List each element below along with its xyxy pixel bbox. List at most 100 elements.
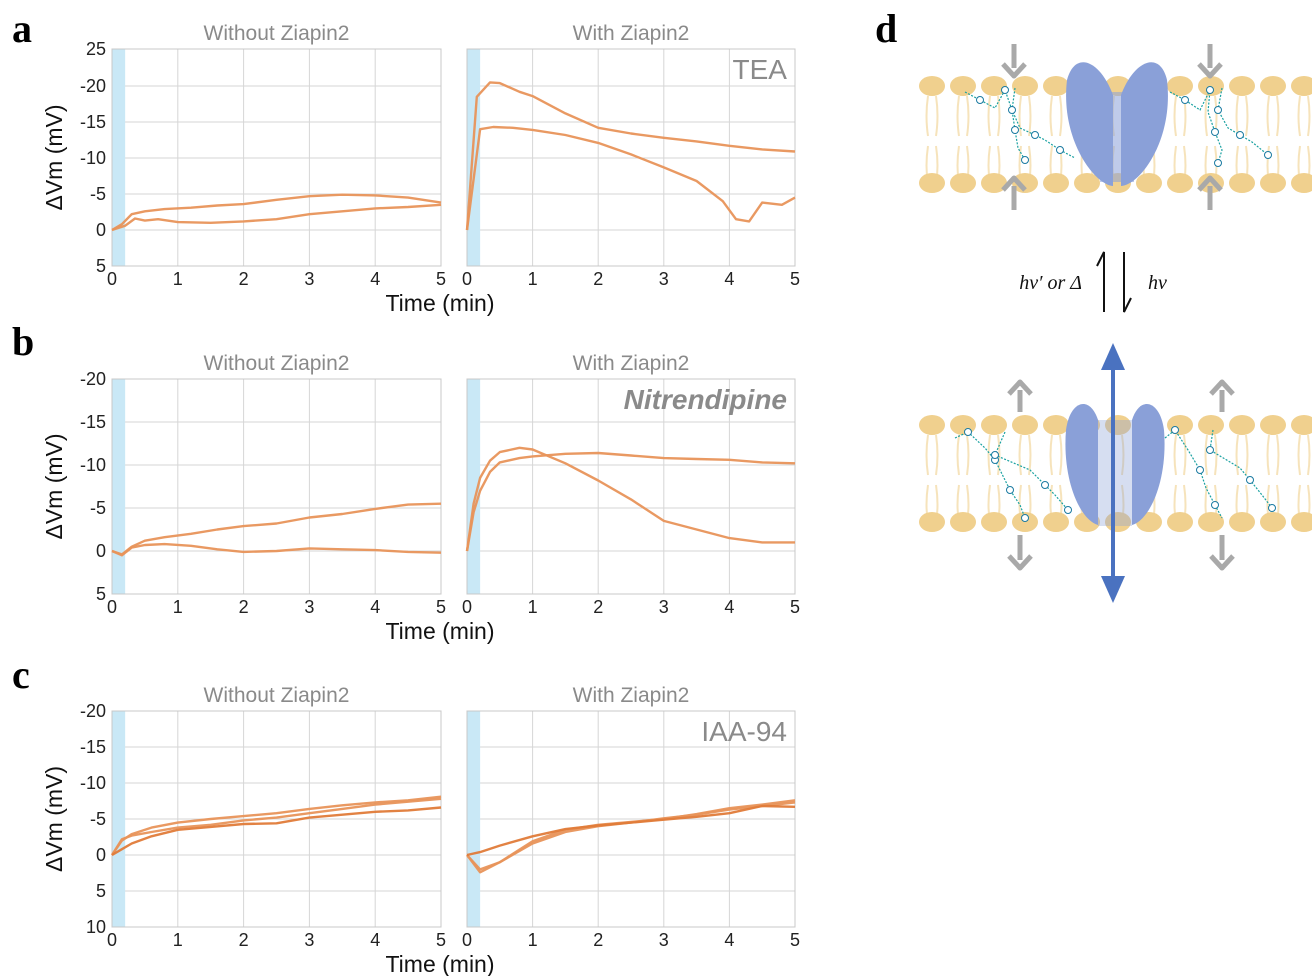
lipid-head-icon (919, 512, 945, 532)
compress-arrow-icon-head (1001, 62, 1027, 79)
panel-letter-d: d (875, 6, 897, 51)
lipid-head-icon (1229, 415, 1255, 435)
x-tick-label: 4 (370, 269, 380, 289)
channel-right-half-open (1132, 403, 1165, 525)
lipid-tail (925, 434, 939, 476)
y-axis-title: ΔVm (mV) (41, 766, 67, 872)
ziapin-chain (964, 88, 1026, 161)
chart-panel-b-with: With Ziapin2 Nitrendipine 0 1 2 3 4 5 (462, 352, 800, 617)
x-tick-label: 0 (107, 269, 117, 289)
lipid-head-icon (1291, 512, 1312, 532)
series-line (111, 203, 442, 232)
lipid-head-icon (1229, 76, 1255, 96)
y-tick-label: -15 (80, 112, 106, 132)
series-line (111, 806, 442, 857)
lipid-head-icon (1198, 415, 1224, 435)
lipid-head-icon (1291, 76, 1312, 96)
chart-subtitle: Without Ziapin2 (204, 684, 350, 707)
lipid-head-icon (1136, 173, 1162, 193)
ziapin-chain (1217, 87, 1269, 156)
x-tick-label: 0 (107, 930, 117, 950)
ziapin-ring (1008, 106, 1016, 114)
y-tick-label: -20 (80, 701, 106, 721)
x-tick-label: 3 (304, 597, 314, 617)
x-tick-label: 2 (593, 930, 603, 950)
stimulus-band (112, 711, 126, 927)
ziapin-ring (1001, 86, 1009, 94)
plot-frame (111, 48, 442, 267)
channel-core (1100, 92, 1134, 182)
compress-arrow-icon-head (1001, 175, 1027, 192)
ziapin-chain (1209, 429, 1273, 509)
ziapin-ring (1246, 476, 1254, 484)
x-tick-label: 4 (724, 597, 734, 617)
ziapin-ring (1041, 481, 1049, 489)
x-tick-label: 2 (239, 597, 249, 617)
lipid-head-icon (919, 173, 945, 193)
membrane-closed-icon (919, 76, 1312, 193)
lipid-head-icon (1260, 415, 1286, 435)
series-line (466, 804, 796, 857)
lipid-head-icon (981, 512, 1007, 532)
x-tick-label: 1 (173, 930, 183, 950)
x-tick-label: 5 (790, 269, 800, 289)
lipid-head-icon (950, 512, 976, 532)
lipid-tail (956, 95, 970, 137)
lipid-head-icon (1012, 76, 1038, 96)
y-tick-label: -10 (80, 455, 106, 475)
series-line (111, 502, 442, 556)
lipid-tail (1266, 434, 1280, 476)
expand-arrow-icon-head (1209, 379, 1235, 396)
ziapin-ring (1056, 146, 1064, 154)
series-line (111, 795, 442, 856)
forward-label: hν (1148, 272, 1167, 294)
series-line (466, 801, 796, 871)
chart-subtitle: With Ziapin2 (573, 352, 690, 375)
x-tick-label: 5 (436, 930, 446, 950)
y-tick-label: 0 (96, 220, 106, 240)
y-tick-label: 5 (96, 584, 106, 604)
ziapin-ring (1011, 126, 1019, 134)
chart-subtitle: With Ziapin2 (573, 22, 690, 45)
membrane-open-icon (919, 415, 1312, 532)
chart-subtitle: With Ziapin2 (573, 684, 690, 707)
channel-left-half-open (1065, 403, 1098, 525)
x-tick-label: 0 (462, 930, 472, 950)
lipid-tail (1297, 95, 1311, 137)
ion-flow-arrow-down-head (1101, 576, 1125, 603)
forward-arrow-icon (1123, 252, 1132, 313)
series-line (110, 797, 442, 856)
ziapin-ring (1064, 506, 1072, 514)
ziapin-ring (1236, 131, 1244, 139)
lipid-tail (1235, 95, 1249, 137)
lipid-tail (987, 95, 1001, 137)
lipid-tail (1173, 434, 1187, 476)
y-axis-title: ΔVm (mV) (41, 104, 67, 210)
x-tick-label: 2 (593, 597, 603, 617)
lipid-tail (987, 434, 1001, 476)
lipid-head-icon (1260, 76, 1286, 96)
x-tick-label: 3 (304, 269, 314, 289)
x-tick-label: 2 (239, 269, 249, 289)
ziapin-ring (1211, 501, 1219, 509)
drug-label: TEA (733, 54, 788, 85)
x-tick-label: 4 (370, 930, 380, 950)
lipid-head-icon (1012, 173, 1038, 193)
y-tick-label: 0 (96, 541, 106, 561)
lipid-head-icon (981, 76, 1007, 96)
lipid-head-icon (1167, 512, 1193, 532)
lipid-head-icon (919, 76, 945, 96)
x-tick-label: 2 (239, 930, 249, 950)
compress-arrow-icon-head (1197, 62, 1223, 79)
series-line (111, 542, 442, 557)
panel-letter-a: a (12, 6, 32, 51)
stimulus-band (112, 49, 126, 266)
series-line (465, 81, 796, 231)
lipid-head-icon (1043, 76, 1069, 96)
ziapin-ring (1214, 159, 1222, 167)
y-tick-label: 5 (96, 881, 106, 901)
lipid-tail (1049, 95, 1063, 137)
stimulus-band (112, 379, 126, 594)
lipid-head-icon (1043, 415, 1069, 435)
